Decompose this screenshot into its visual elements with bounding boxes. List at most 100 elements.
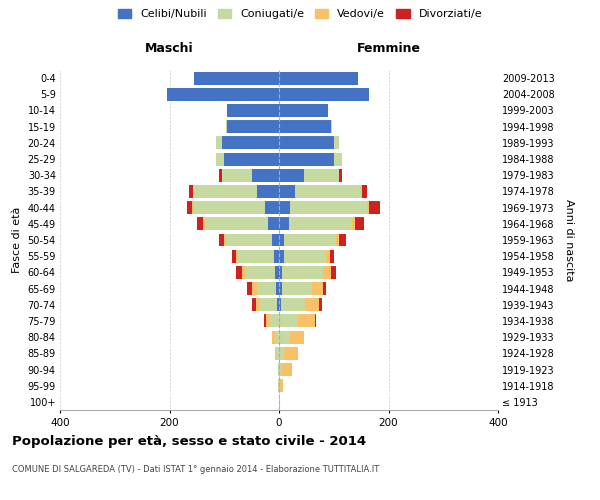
Bar [226, 234, 272, 246]
Bar [290, 201, 367, 214]
Bar [279, 234, 284, 246]
Bar [279, 104, 328, 117]
Bar [187, 201, 193, 214]
Bar [251, 282, 257, 295]
Bar [276, 282, 279, 295]
Bar [193, 201, 194, 214]
Bar [224, 234, 226, 246]
Bar [275, 330, 279, 344]
Bar [224, 152, 279, 166]
Bar [227, 104, 279, 117]
Bar [326, 250, 330, 262]
Bar [334, 152, 342, 166]
Bar [279, 185, 295, 198]
Bar [188, 185, 193, 198]
Legend: Celibi/Nubili, Coniugati/e, Vedovi/e, Divorziati/e: Celibi/Nubili, Coniugati/e, Vedovi/e, Di… [115, 6, 485, 22]
Bar [263, 314, 266, 328]
Bar [275, 347, 276, 360]
Bar [247, 282, 251, 295]
Bar [279, 201, 290, 214]
Bar [361, 185, 362, 198]
Bar [314, 314, 316, 328]
Bar [221, 169, 251, 181]
Bar [216, 136, 221, 149]
Bar [226, 120, 227, 133]
Bar [281, 298, 305, 311]
Bar [284, 234, 337, 246]
Bar [339, 234, 346, 246]
Bar [216, 152, 224, 166]
Bar [284, 347, 298, 360]
Bar [312, 282, 323, 295]
Y-axis label: Fasce di età: Fasce di età [12, 207, 22, 273]
Bar [272, 330, 275, 344]
Bar [290, 330, 304, 344]
Bar [274, 250, 279, 262]
Bar [279, 298, 281, 311]
Text: Femmine: Femmine [356, 42, 421, 55]
Bar [194, 201, 265, 214]
Bar [298, 314, 314, 328]
Bar [265, 201, 279, 214]
Bar [279, 282, 282, 295]
Bar [221, 136, 279, 149]
Bar [279, 136, 334, 149]
Bar [278, 363, 279, 376]
Bar [236, 250, 238, 262]
Bar [205, 218, 268, 230]
Bar [331, 120, 332, 133]
Bar [238, 250, 274, 262]
Bar [279, 347, 284, 360]
Bar [319, 298, 322, 311]
Bar [197, 218, 203, 230]
Bar [282, 266, 323, 279]
Bar [275, 266, 279, 279]
Bar [331, 266, 337, 279]
Bar [167, 88, 279, 101]
Bar [330, 250, 334, 262]
Bar [257, 282, 276, 295]
Bar [193, 185, 194, 198]
Bar [355, 218, 364, 230]
Bar [279, 330, 290, 344]
Bar [279, 363, 282, 376]
Bar [362, 185, 367, 198]
Bar [232, 250, 236, 262]
Bar [268, 218, 279, 230]
Bar [370, 201, 380, 214]
Bar [279, 266, 282, 279]
Bar [219, 234, 224, 246]
Bar [337, 234, 339, 246]
Bar [272, 234, 279, 246]
Bar [203, 218, 205, 230]
Bar [266, 314, 269, 328]
Bar [279, 250, 284, 262]
Bar [269, 314, 279, 328]
Bar [284, 250, 326, 262]
Bar [257, 185, 279, 198]
Bar [279, 169, 304, 181]
Bar [251, 298, 256, 311]
Bar [251, 169, 279, 181]
Bar [289, 218, 352, 230]
Bar [323, 266, 331, 279]
Bar [256, 298, 260, 311]
Bar [282, 363, 292, 376]
Bar [279, 120, 331, 133]
Bar [339, 169, 342, 181]
Bar [227, 120, 279, 133]
Bar [277, 298, 279, 311]
Bar [352, 218, 355, 230]
Bar [276, 347, 279, 360]
Bar [242, 266, 245, 279]
Bar [279, 379, 283, 392]
Bar [279, 218, 289, 230]
Text: Maschi: Maschi [145, 42, 194, 55]
Text: Popolazione per età, sesso e stato civile - 2014: Popolazione per età, sesso e stato civil… [12, 435, 366, 448]
Bar [194, 72, 279, 85]
Bar [279, 396, 280, 408]
Bar [219, 169, 221, 181]
Bar [282, 282, 312, 295]
Bar [279, 72, 358, 85]
Bar [236, 266, 242, 279]
